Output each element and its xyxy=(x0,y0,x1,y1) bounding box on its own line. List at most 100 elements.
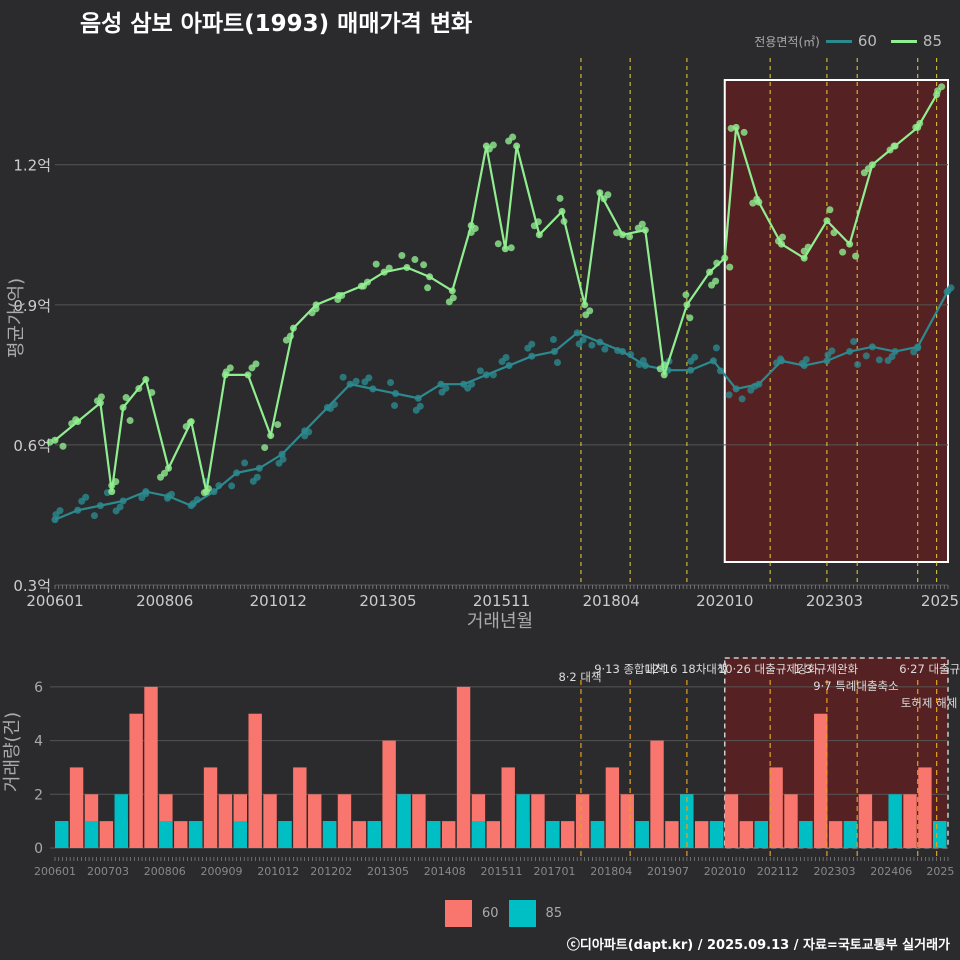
data-point xyxy=(267,432,275,440)
volume-bar-85 xyxy=(84,821,99,848)
data-point-scatter xyxy=(90,512,98,520)
y-tick-label: 0.6억 xyxy=(13,437,51,455)
data-point xyxy=(255,464,263,472)
data-point xyxy=(513,142,521,150)
data-point xyxy=(482,371,490,379)
data-point-scatter xyxy=(339,373,347,381)
data-point-scatter xyxy=(424,284,432,292)
data-point xyxy=(289,324,297,332)
data-point-scatter xyxy=(575,340,583,348)
data-point xyxy=(709,357,717,365)
data-point xyxy=(868,343,876,351)
data-point-scatter xyxy=(601,345,609,353)
data-point xyxy=(244,371,252,379)
volume-bar-60 xyxy=(873,821,887,848)
volume-bar-60 xyxy=(218,794,233,848)
data-point-scatter xyxy=(614,347,622,355)
volume-bar-60 xyxy=(575,794,590,848)
volume-bar-60 xyxy=(382,740,396,848)
volume-bar-60 xyxy=(769,767,783,848)
policy-label: 6·27 대출규제 xyxy=(899,662,960,676)
volume-y-tick-label: 4 xyxy=(34,734,43,750)
data-point-scatter xyxy=(850,338,858,346)
volume-x-tick-label: 202010 xyxy=(704,865,746,878)
data-point-scatter xyxy=(862,352,870,360)
data-point-scatter xyxy=(200,489,208,497)
x-tick-label: 201012 xyxy=(250,592,307,610)
volume-x-tick-label: 201305 xyxy=(367,865,409,878)
volume-bar-85 xyxy=(546,821,560,848)
data-point-scatter xyxy=(798,360,806,368)
data-point xyxy=(619,231,627,239)
data-point-scatter xyxy=(352,377,360,385)
data-point xyxy=(706,268,714,276)
volume-bar-60 xyxy=(99,821,114,848)
data-point-scatter xyxy=(824,351,832,359)
data-point xyxy=(96,502,104,510)
data-point-scatter xyxy=(359,282,367,290)
x-tick-label: 202010 xyxy=(696,592,753,610)
data-point-scatter xyxy=(682,291,690,299)
series-line-60 xyxy=(54,290,949,521)
data-point-scatter xyxy=(485,145,493,153)
volume-bar-85 xyxy=(635,821,649,848)
data-point xyxy=(392,390,400,398)
data-point-scatter xyxy=(385,264,393,272)
data-point-scatter xyxy=(222,368,230,376)
data-point-scatter xyxy=(588,341,596,349)
data-point-scatter xyxy=(582,311,590,319)
data-point xyxy=(346,380,354,388)
data-point-scatter xyxy=(411,255,419,263)
data-point-scatter xyxy=(274,421,282,429)
data-point-scatter xyxy=(800,247,808,255)
volume-bar-60 xyxy=(293,767,307,848)
data-point-scatter xyxy=(727,124,735,132)
data-point-scatter xyxy=(556,194,564,202)
volume-bar-85 xyxy=(367,821,381,848)
data-point xyxy=(448,287,456,295)
data-point xyxy=(800,254,808,262)
legend-title: 전용면적(㎡) xyxy=(754,34,820,49)
data-point-scatter xyxy=(549,336,557,344)
volume-bar-85 xyxy=(159,821,173,848)
data-point-scatter xyxy=(686,314,694,322)
data-point-scatter xyxy=(726,263,734,271)
data-point-scatter xyxy=(725,391,733,399)
data-point-scatter xyxy=(391,402,399,410)
volume-bar-85 xyxy=(516,794,530,848)
data-point-scatter xyxy=(600,195,608,203)
volume-bar-85 xyxy=(278,821,292,848)
data-point-scatter xyxy=(334,295,342,303)
legend-box-85 xyxy=(508,900,536,927)
volume-bar-85 xyxy=(233,821,247,848)
legend-label-60: 60 xyxy=(857,32,877,50)
data-point xyxy=(108,488,116,496)
data-point-scatter xyxy=(398,251,406,259)
volume-x-tick-label: 200909 xyxy=(200,865,242,878)
data-point-scatter xyxy=(164,494,172,502)
data-point-scatter xyxy=(627,351,635,359)
data-point xyxy=(823,357,831,365)
volume-bar-85 xyxy=(709,821,724,848)
legend-bottom-label-85: 85 xyxy=(545,906,563,921)
data-point-scatter xyxy=(943,288,951,296)
series-line-85 xyxy=(54,94,938,492)
data-point-scatter xyxy=(464,384,472,392)
data-point-scatter xyxy=(934,87,942,95)
volume-x-tick-label: 202303 xyxy=(813,865,855,878)
data-point xyxy=(660,371,668,379)
volume-bar-60 xyxy=(531,794,545,848)
data-point xyxy=(119,497,127,505)
data-point xyxy=(142,376,150,384)
volume-x-tick-label: 201701 xyxy=(533,865,575,878)
top-legend: 전용면적(㎡) 60 85 xyxy=(754,32,950,50)
data-point-scatter xyxy=(93,397,101,405)
data-point-scatter xyxy=(860,169,868,177)
data-point xyxy=(558,207,566,215)
data-point-scatter xyxy=(884,357,892,365)
volume-bar-60 xyxy=(129,713,143,848)
data-point-scatter xyxy=(248,364,256,372)
data-point xyxy=(165,464,173,472)
data-point-scatter xyxy=(713,259,721,267)
